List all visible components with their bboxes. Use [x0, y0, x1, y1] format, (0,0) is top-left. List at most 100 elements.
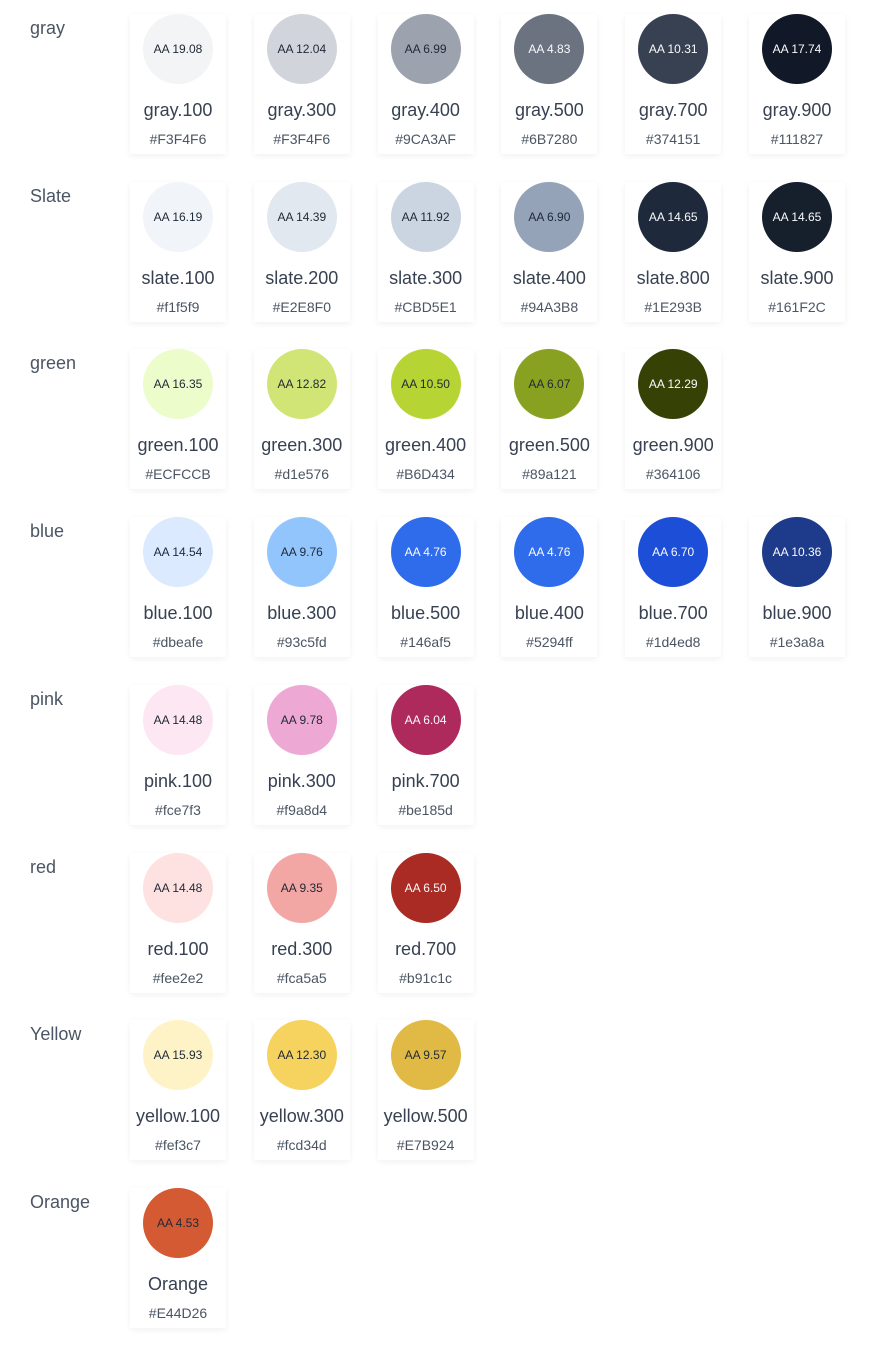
- color-hex: #93c5fd: [276, 634, 327, 651]
- color-name: red.100: [147, 938, 209, 959]
- color-name: gray.900: [762, 100, 832, 120]
- color-name: green.100: [137, 435, 219, 456]
- color-hex: #F3F4F6: [273, 131, 331, 147]
- color-swatch: AA 6.04 pink.700 #be185d: [377, 684, 474, 825]
- color-hex: #111827: [770, 131, 824, 147]
- color-swatch: AA 4.76 blue.400 #5294ff: [501, 517, 598, 658]
- color-hex: #B6D434: [396, 466, 455, 483]
- color-name: slate.100: [141, 267, 215, 288]
- color-circle: AA 10.36: [762, 517, 832, 588]
- contrast-ratio-label: AA 6.90: [528, 209, 571, 224]
- color-swatch: AA 12.82 green.300 #d1e576: [253, 349, 350, 490]
- color-name: pink.700: [391, 770, 460, 791]
- color-swatch: AA 4.53 Orange #E44D26: [130, 1187, 226, 1328]
- color-hex: #dbeafe: [152, 634, 204, 651]
- contrast-ratio-label: AA 10.36: [772, 545, 822, 560]
- color-circle: AA 9.57: [390, 1020, 461, 1091]
- color-hex: #E7B924: [396, 1137, 455, 1154]
- color-name: gray.700: [638, 100, 708, 120]
- color-circle: AA 4.83: [514, 14, 585, 84]
- color-swatch: AA 14.65 slate.900 #161F2C: [749, 181, 845, 322]
- group-label: Slate: [30, 185, 72, 206]
- contrast-ratio-label: AA 4.83: [528, 42, 571, 56]
- contrast-ratio-label: AA 16.19: [153, 209, 203, 224]
- color-swatch: AA 11.92 slate.300 #CBD5E1: [377, 181, 474, 322]
- color-group-6: Yellow AA 15.93 yellow.100 #fef3c7 AA 12.30 y…: [0, 1006, 884, 1174]
- contrast-ratio-label: AA 12.04: [277, 42, 327, 56]
- color-name: gray.400: [391, 100, 460, 120]
- color-name: green.500: [508, 435, 590, 456]
- color-circle: AA 4.76: [390, 517, 461, 588]
- contrast-ratio-label: AA 11.92: [401, 209, 450, 224]
- color-swatch: AA 9.76 blue.300 #93c5fd: [253, 517, 350, 658]
- color-hex: #d1e576: [274, 466, 330, 483]
- contrast-ratio-label: AA 10.50: [401, 377, 450, 392]
- color-name: blue.100: [143, 603, 213, 624]
- color-circle: AA 9.76: [266, 517, 337, 588]
- color-swatch: AA 4.76 blue.500 #146af5: [377, 517, 474, 658]
- contrast-ratio-label: AA 4.76: [528, 545, 571, 560]
- color-hex: #6B7280: [521, 131, 578, 147]
- contrast-ratio-label: AA 6.99: [404, 42, 447, 56]
- color-circle: AA 6.50: [390, 852, 461, 923]
- color-hex: #94A3B8: [520, 298, 579, 315]
- contrast-ratio-label: AA 9.76: [280, 545, 323, 560]
- color-swatch: AA 12.04 gray.300 #F3F4F6: [253, 14, 350, 154]
- color-swatch: AA 9.57 yellow.500 #E7B924: [377, 1020, 474, 1161]
- color-swatch: AA 14.65 slate.800 #1E293B: [625, 181, 722, 322]
- color-swatch: AA 6.70 blue.700 #1d4ed8: [625, 517, 722, 658]
- color-hex: #E44D26: [148, 1304, 208, 1321]
- color-circle: AA 16.35: [143, 349, 213, 420]
- color-circle: AA 9.35: [266, 852, 337, 923]
- color-name: yellow.300: [259, 1106, 344, 1127]
- color-circle: AA 12.82: [266, 349, 337, 420]
- color-hex: #CBD5E1: [394, 298, 457, 315]
- color-hex: #364106: [645, 466, 701, 483]
- contrast-ratio-label: AA 9.35: [280, 880, 323, 895]
- color-circle: AA 14.48: [143, 852, 213, 923]
- contrast-ratio-label: AA 6.70: [652, 545, 695, 560]
- color-group-0: gray AA 19.08 gray.100 #F3F4F6 AA 12.04 gray.…: [0, 0, 884, 168]
- color-swatch: AA 9.78 pink.300 #f9a8d4: [253, 684, 350, 825]
- color-name: red.700: [395, 938, 457, 959]
- color-circle: AA 12.29: [638, 349, 709, 420]
- color-swatch: AA 12.30 yellow.300 #fcd34d: [253, 1020, 350, 1161]
- group-label: green: [30, 353, 77, 374]
- color-circle: AA 19.08: [143, 14, 213, 84]
- contrast-ratio-label: AA 14.65: [648, 209, 698, 224]
- color-group-5: red AA 14.48 red.100 #fee2e2 AA 9.35 red.300 #…: [0, 839, 884, 1007]
- color-swatch: AA 9.35 red.300 #fca5a5: [253, 852, 350, 993]
- color-name: green.300: [261, 435, 343, 456]
- color-group-4: pink AA 14.48 pink.100 #fce7f3 AA 9.78 pink.3…: [0, 671, 884, 839]
- color-circle: AA 14.54: [143, 517, 213, 588]
- color-group-7: Orange AA 4.53 Orange #E44D26: [0, 1174, 884, 1342]
- color-hex: #9CA3AF: [395, 131, 456, 147]
- color-swatch: AA 6.90 slate.400 #94A3B8: [501, 181, 598, 322]
- color-circle: AA 10.50: [390, 349, 461, 420]
- color-swatch: AA 16.19 slate.100 #f1f5f9: [130, 181, 226, 322]
- color-circle: AA 15.93: [143, 1020, 213, 1091]
- color-swatch: AA 6.07 green.500 #89a121: [501, 349, 598, 490]
- color-circle: AA 11.92: [390, 181, 461, 252]
- color-name: blue.400: [514, 603, 584, 624]
- color-hex: #5294ff: [526, 634, 573, 651]
- color-circle: AA 14.48: [143, 684, 213, 755]
- contrast-ratio-label: AA 14.48: [153, 712, 203, 727]
- contrast-ratio-label: AA 17.74: [772, 42, 822, 56]
- color-hex: #F3F4F6: [149, 131, 207, 147]
- color-name: gray.100: [143, 100, 213, 120]
- color-name: slate.900: [760, 267, 834, 288]
- contrast-ratio-label: AA 4.76: [404, 545, 447, 560]
- color-name: slate.800: [636, 267, 710, 288]
- color-swatch: AA 10.31 gray.700 #374151: [625, 14, 722, 154]
- color-name: blue.500: [391, 603, 461, 624]
- color-swatch: AA 6.99 gray.400 #9CA3AF: [377, 14, 474, 154]
- contrast-ratio-label: AA 9.78: [280, 712, 323, 727]
- contrast-ratio-label: AA 14.54: [153, 545, 203, 560]
- color-hex: #374151: [645, 131, 701, 147]
- color-name: pink.100: [143, 770, 213, 791]
- color-hex: #1d4ed8: [645, 634, 701, 651]
- contrast-ratio-label: AA 12.30: [277, 1048, 327, 1063]
- color-circle: AA 17.74: [762, 14, 832, 84]
- color-swatch: AA 6.50 red.700 #b91c1c: [377, 852, 474, 993]
